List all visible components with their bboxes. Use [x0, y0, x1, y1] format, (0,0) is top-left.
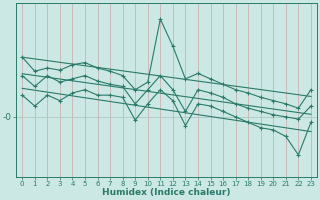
- X-axis label: Humidex (Indice chaleur): Humidex (Indice chaleur): [102, 188, 231, 197]
